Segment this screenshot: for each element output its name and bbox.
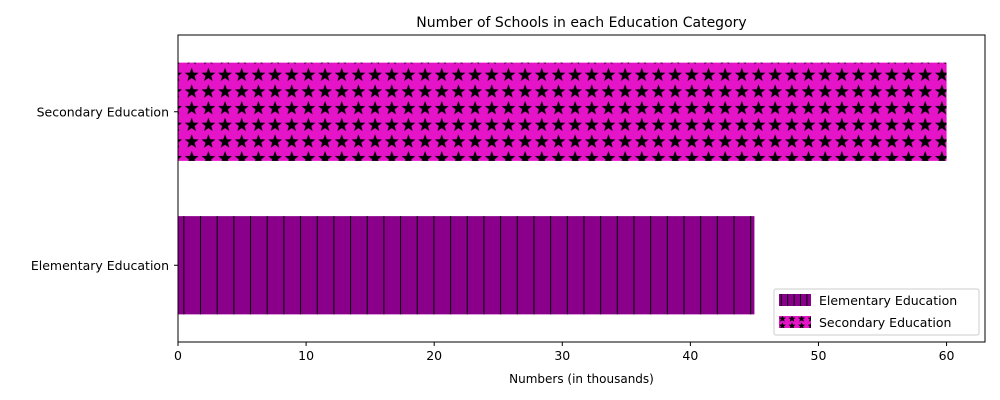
legend-hatch-elementary <box>779 294 811 306</box>
x-axis-label: Numbers (in thousands) <box>509 372 654 386</box>
plot-frame <box>177 34 986 343</box>
chart-title: Number of Schools in each Education Cate… <box>416 15 746 31</box>
x-tick-label-0: 0 <box>174 348 182 363</box>
bar-hatch-elementary <box>178 216 755 315</box>
legend-hatch-secondary <box>779 316 811 328</box>
x-tick-label-50: 50 <box>811 348 827 363</box>
legend-frame <box>773 288 980 336</box>
x-tick-label-20: 20 <box>426 348 442 363</box>
x-axis-ticks: 0 10 20 30 40 50 60 <box>174 342 955 363</box>
x-tick-label-60: 60 <box>939 348 955 363</box>
x-tick-label-10: 10 <box>298 348 314 363</box>
legend-label-secondary: Secondary Education <box>819 315 951 330</box>
bar-hatch-secondary <box>178 62 947 161</box>
y-tick-label-elementary: Elementary Education <box>31 258 169 273</box>
y-axis-ticks: Elementary Education Secondary Education <box>31 104 178 273</box>
x-tick-label-30: 30 <box>554 348 570 363</box>
legend: Elementary Education Secondary Education <box>773 288 980 336</box>
bars-layer <box>178 62 947 315</box>
y-tick-label-secondary: Secondary Education <box>37 104 169 119</box>
x-tick-label-40: 40 <box>682 348 698 363</box>
legend-label-elementary: Elementary Education <box>819 293 957 308</box>
